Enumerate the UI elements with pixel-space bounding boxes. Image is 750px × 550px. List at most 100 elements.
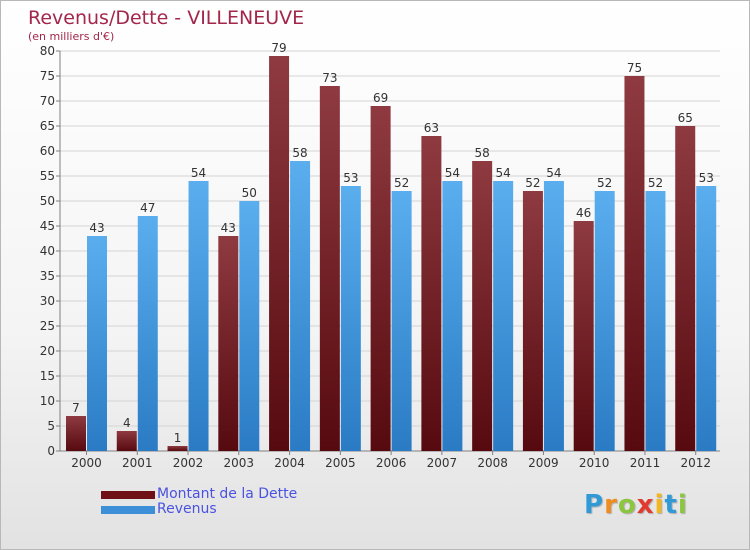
bar-revenus-2003 xyxy=(239,201,260,451)
chart-title: Revenus/Dette - VILLENEUVE xyxy=(28,7,305,29)
bar-revenus-2002 xyxy=(188,181,209,451)
x-tick-label-2011: 2011 xyxy=(630,456,661,470)
y-tick-label-20: 20 xyxy=(40,344,55,358)
bar-revenus-2009 xyxy=(543,181,564,451)
value-label-dette-2008: 58 xyxy=(475,146,490,160)
value-label-dette-2005: 73 xyxy=(322,71,337,85)
y-tick-label-5: 5 xyxy=(47,419,55,433)
bar-revenus-2008 xyxy=(493,181,514,451)
logo-letter: P xyxy=(584,490,605,520)
value-label-dette-2007: 63 xyxy=(424,121,439,135)
y-tick-label-45: 45 xyxy=(40,219,55,233)
value-label-revenus-2012: 53 xyxy=(699,171,714,185)
bar-dette-2004 xyxy=(269,56,290,451)
value-label-dette-2001: 4 xyxy=(123,416,131,430)
logo-letter: t xyxy=(664,490,678,520)
value-label-revenus-2006: 52 xyxy=(394,176,409,190)
bar-revenus-2004 xyxy=(290,161,311,451)
logo-letter: x xyxy=(636,490,655,520)
bar-dette-2008 xyxy=(472,161,493,451)
logo-letter: i xyxy=(677,490,688,520)
value-label-dette-2004: 79 xyxy=(271,41,286,55)
y-tick-label-25: 25 xyxy=(40,319,55,333)
value-label-revenus-2007: 54 xyxy=(445,166,460,180)
logo-letter: o xyxy=(617,490,637,520)
y-tick-label-30: 30 xyxy=(40,294,55,308)
bar-dette-2011 xyxy=(624,76,645,451)
bar-dette-2002 xyxy=(167,446,188,451)
value-label-revenus-2000: 43 xyxy=(89,221,104,235)
y-tick-label-15: 15 xyxy=(40,369,55,383)
legend-label-dette: Montant de la Dette xyxy=(157,486,298,502)
value-label-revenus-2001: 47 xyxy=(140,201,155,215)
value-label-revenus-2005: 53 xyxy=(343,171,358,185)
x-tick-label-2005: 2005 xyxy=(325,456,356,470)
value-label-dette-2012: 65 xyxy=(678,111,693,125)
legend: Montant de la Dette Revenus xyxy=(101,487,297,517)
logo-letter: r xyxy=(604,490,618,520)
bar-dette-2001 xyxy=(116,431,137,451)
bar-revenus-2000 xyxy=(87,236,107,451)
bar-revenus-2011 xyxy=(645,191,666,451)
value-label-revenus-2004: 58 xyxy=(292,146,307,160)
value-label-revenus-2003: 50 xyxy=(242,186,257,200)
value-label-dette-2002: 1 xyxy=(174,431,182,445)
bar-revenus-2012 xyxy=(696,186,717,451)
bar-revenus-2001 xyxy=(137,216,158,451)
y-tick-label-80: 80 xyxy=(40,44,55,58)
legend-item-dette: Montant de la Dette xyxy=(101,487,297,502)
value-label-dette-2010: 46 xyxy=(576,206,591,220)
x-tick-label-2006: 2006 xyxy=(376,456,407,470)
legend-label-revenus: Revenus xyxy=(157,501,217,517)
bar-dette-2010 xyxy=(573,221,594,451)
bar-dette-2000 xyxy=(66,416,86,451)
x-tick-label-2007: 2007 xyxy=(427,456,458,470)
x-tick-label-2003: 2003 xyxy=(224,456,255,470)
y-tick-label-50: 50 xyxy=(40,194,55,208)
y-tick-label-10: 10 xyxy=(40,394,55,408)
value-label-dette-2011: 75 xyxy=(627,61,642,75)
logo-letter: i xyxy=(654,490,665,520)
value-label-revenus-2008: 54 xyxy=(496,166,511,180)
proxiti-logo: Proxiti xyxy=(584,490,688,520)
legend-item-revenus: Revenus xyxy=(101,502,297,517)
bar-revenus-2007 xyxy=(442,181,463,451)
value-label-dette-2000: 7 xyxy=(72,401,80,415)
value-label-dette-2009: 52 xyxy=(525,176,540,190)
y-tick-label-0: 0 xyxy=(47,444,55,458)
x-tick-label-2001: 2001 xyxy=(122,456,153,470)
bar-dette-2005 xyxy=(319,86,340,451)
legend-swatch-revenus xyxy=(101,505,155,514)
bar-dette-2007 xyxy=(421,136,442,451)
bar-dette-2006 xyxy=(370,106,391,451)
bar-dette-2009 xyxy=(522,191,543,451)
x-tick-label-2012: 2012 xyxy=(680,456,711,470)
value-label-revenus-2011: 52 xyxy=(648,176,663,190)
bar-revenus-2006 xyxy=(391,191,412,451)
bar-dette-2012 xyxy=(675,126,696,451)
y-tick-label-40: 40 xyxy=(40,244,55,258)
y-tick-label-60: 60 xyxy=(40,144,55,158)
value-label-dette-2006: 69 xyxy=(373,91,388,105)
bar-revenus-2010 xyxy=(594,191,615,451)
x-tick-label-2010: 2010 xyxy=(579,456,610,470)
value-label-dette-2003: 43 xyxy=(221,221,236,235)
y-tick-label-35: 35 xyxy=(40,269,55,283)
chart-subtitle: (en milliers d'€) xyxy=(28,30,115,43)
y-tick-label-55: 55 xyxy=(40,169,55,183)
legend-swatch-dette xyxy=(101,490,155,499)
value-label-revenus-2002: 54 xyxy=(191,166,206,180)
bar-revenus-2005 xyxy=(340,186,361,451)
bar-dette-2003 xyxy=(218,236,239,451)
x-tick-label-2000: 2000 xyxy=(71,456,102,470)
y-tick-label-70: 70 xyxy=(40,94,55,108)
value-label-revenus-2010: 52 xyxy=(597,176,612,190)
value-label-revenus-2009: 54 xyxy=(546,166,561,180)
y-tick-label-65: 65 xyxy=(40,119,55,133)
y-tick-label-75: 75 xyxy=(40,69,55,83)
x-tick-label-2009: 2009 xyxy=(528,456,559,470)
x-tick-label-2004: 2004 xyxy=(274,456,305,470)
x-tick-label-2008: 2008 xyxy=(477,456,508,470)
